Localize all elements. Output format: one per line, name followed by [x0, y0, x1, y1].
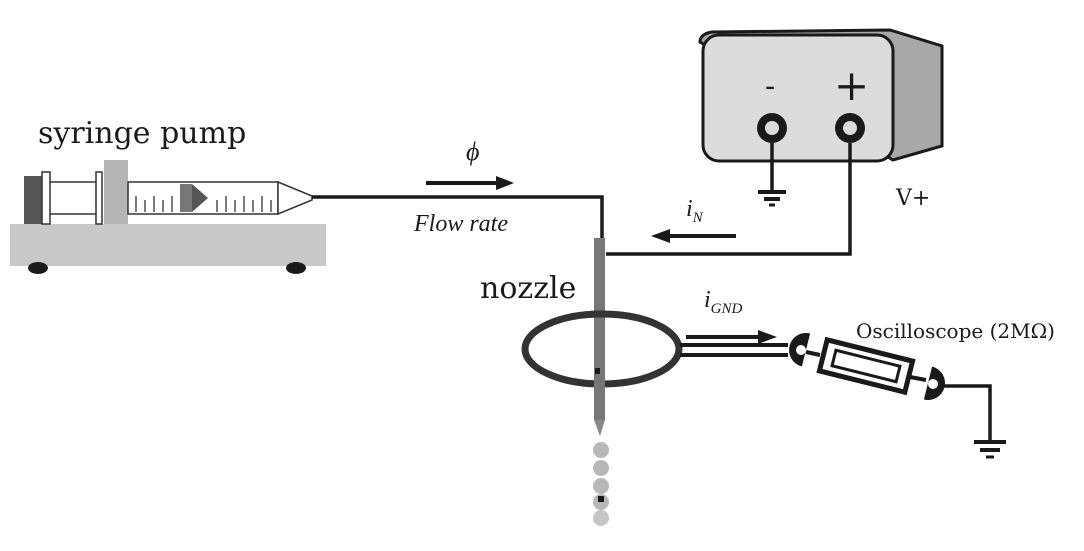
minus-sign: - [765, 69, 775, 104]
flow-arrow [426, 176, 514, 190]
syringe-pump [10, 160, 326, 274]
pump-foot-left [28, 262, 48, 274]
phi-label: ϕ [466, 137, 479, 166]
syringe-taper [277, 180, 313, 216]
pump-holder [104, 160, 128, 224]
supply-ground-icon [758, 143, 786, 207]
syringe-graduations [135, 196, 272, 212]
ground-current-arrow [686, 330, 777, 344]
fluid-tube [312, 195, 604, 240]
nozzle-label: nozzle [480, 271, 576, 306]
pump-pusher-plate [41, 171, 51, 225]
flow-rate-label: Flow rate [413, 211, 508, 237]
nozzle-tip [594, 420, 605, 436]
high-voltage-supply [698, 28, 944, 163]
oscilloscope-ground-icon [940, 384, 1006, 459]
high-voltage-wire [606, 143, 852, 256]
v-plus-label: V+ [895, 186, 930, 211]
pump-foot-right [286, 262, 306, 274]
i-gnd-label: iGND [704, 287, 743, 317]
plus-sign: + [834, 61, 869, 110]
nozzle-needle [594, 238, 605, 420]
nozzle-current-arrow [651, 229, 736, 243]
droplet-stream [593, 442, 609, 526]
syringe-pump-label: syringe pump [38, 116, 246, 151]
oscilloscope-probe [789, 333, 945, 400]
i-n-label: iN [686, 196, 704, 226]
pump-base [10, 224, 326, 266]
pump-pusher-dark [24, 176, 46, 224]
oscilloscope-label: Oscilloscope (2MΩ) [856, 319, 1055, 343]
